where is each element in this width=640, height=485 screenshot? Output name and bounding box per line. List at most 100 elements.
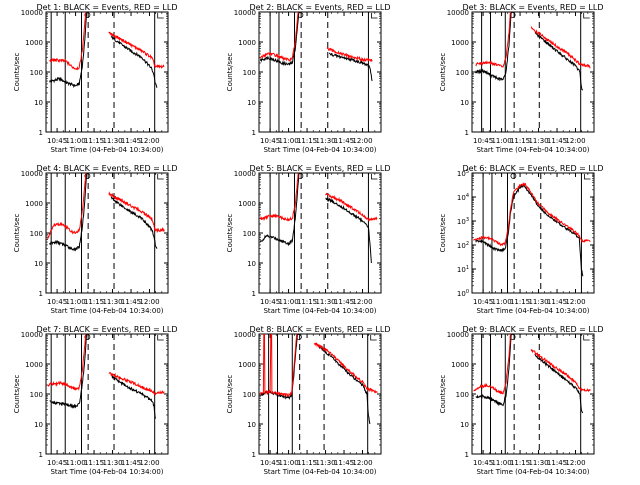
y-axis-label: Counts/sec (13, 214, 21, 253)
panel-det-3: Det 3: BLACK = Events, RED = LLD 1 10 100 10… (439, 3, 603, 154)
end-marker (157, 13, 164, 19)
y-axis-label: Counts/sec (439, 214, 447, 253)
series-events-line (110, 374, 156, 419)
panel-title: Det 1: BLACK = Events, RED = LLD (37, 3, 178, 12)
x-tick-label: 12:00 (352, 298, 372, 306)
panel-det-8: Det 8: BLACK = Events, RED = LLD 1 10 100 10… (226, 325, 390, 476)
panel-title: Det 3: BLACK = Events, RED = LLD (463, 3, 604, 12)
x-tick-label: 10:45 (47, 137, 67, 145)
y-tick-label: 10 (34, 260, 43, 268)
y-tick-label: 103 (457, 217, 469, 226)
y-tick-label: 10 (247, 260, 256, 268)
panel-det-6: Det 6: BLACK = Events, RED = LLD 100 101 10… (439, 164, 603, 315)
series-lld-line (108, 31, 165, 69)
x-axis-label: Start Time (04-Feb-04 10:34:00) (476, 468, 589, 476)
x-tick-label: 12:00 (139, 137, 159, 145)
x-axis-label: Start Time (04-Feb-04 10:34:00) (263, 307, 376, 315)
x-tick-label: 11:30 (315, 459, 335, 467)
plot-frame (258, 11, 382, 133)
series-events-line (534, 353, 584, 414)
y-axis-label: Counts/sec (13, 375, 21, 414)
series-lld-line (260, 173, 299, 222)
x-tick-label: 11:45 (121, 459, 141, 467)
y-tick-label: 100 (30, 391, 43, 399)
y-tick-label: 1 (465, 451, 469, 459)
series-events-line (325, 197, 372, 264)
x-axis-label: Start Time (04-Feb-04 10:34:00) (263, 146, 376, 154)
y-tick-label: 1 (465, 129, 469, 137)
x-tick-label: 11:30 (102, 298, 122, 306)
plot-frame (471, 172, 595, 294)
peak-marker (84, 12, 91, 18)
x-tick-label: 10:45 (473, 137, 493, 145)
y-tick-label: 10 (34, 421, 43, 429)
series-events-line (475, 12, 512, 82)
x-tick-label: 12:00 (565, 137, 585, 145)
y-tick-label: 10 (34, 99, 43, 107)
x-tick-label: 11:30 (528, 137, 548, 145)
y-axis-label: Counts/sec (13, 53, 21, 92)
x-tick-label: 12:00 (139, 298, 159, 306)
series-lld-line (47, 334, 87, 392)
x-tick-label: 11:15 (84, 298, 104, 306)
x-tick-label: 11:45 (547, 298, 567, 306)
x-tick-label: 11:45 (334, 137, 354, 145)
plot-frame (45, 172, 169, 294)
x-tick-label: 11:45 (547, 459, 567, 467)
series-lld-line (49, 12, 87, 71)
x-tick-label: 11:15 (84, 459, 104, 467)
y-tick-label: 100 (30, 69, 43, 77)
y-tick-label: 10 (460, 99, 469, 107)
y-axis-label: Counts/sec (439, 375, 447, 414)
x-tick-label: 11:45 (547, 137, 567, 145)
series-lld-line (325, 192, 378, 222)
series-events-line (475, 334, 512, 407)
y-tick-label: 10000 (234, 331, 256, 339)
y-tick-label: 102 (457, 241, 469, 250)
x-tick-label: 11:00 (65, 459, 85, 467)
panel-det-2: Det 2: BLACK = Events, RED = LLD 1 10 100 10… (226, 3, 390, 154)
y-tick-label: 1 (39, 451, 43, 459)
series-events-line (49, 334, 88, 409)
x-tick-label: 11:45 (121, 298, 141, 306)
series-lld-line (260, 12, 299, 62)
x-tick-label: 11:00 (65, 298, 85, 306)
series-events-line (49, 12, 88, 89)
y-tick-label: 10000 (21, 170, 43, 178)
y-tick-label: 10000 (447, 9, 469, 17)
y-tick-label: 10 (247, 99, 256, 107)
x-tick-label: 12:00 (565, 298, 585, 306)
y-tick-label: 104 (457, 193, 469, 202)
x-tick-label: 10:45 (260, 298, 280, 306)
x-tick-label: 11:30 (528, 459, 548, 467)
x-tick-label: 11:15 (510, 459, 530, 467)
panel-det-5: Det 5: BLACK = Events, RED = LLD 1 10 100 10… (226, 164, 390, 315)
y-tick-label: 100 (457, 289, 469, 298)
y-axis-label: Counts/sec (226, 53, 234, 92)
y-tick-label: 1000 (451, 39, 469, 47)
x-tick-label: 11:30 (315, 298, 335, 306)
series-events-line (110, 35, 158, 88)
panel-det-9: Det 9: BLACK = Events, RED = LLD 1 10 100 10… (439, 325, 603, 476)
x-tick-label: 11:00 (278, 298, 298, 306)
series-lld-line (108, 191, 165, 234)
x-tick-label: 10:45 (47, 459, 67, 467)
x-tick-label: 10:45 (473, 459, 493, 467)
y-tick-label: 100 (243, 69, 256, 77)
y-tick-label: 1000 (25, 361, 43, 369)
y-tick-label: 1 (252, 290, 256, 298)
end-marker (583, 335, 590, 341)
y-tick-label: 10 (247, 421, 256, 429)
panel-title: Det 7: BLACK = Events, RED = LLD (37, 325, 178, 334)
series-lld-line (108, 372, 165, 396)
end-marker (371, 13, 378, 19)
y-tick-label: 101 (457, 265, 469, 274)
x-axis-label: Start Time (04-Feb-04 10:34:00) (50, 468, 163, 476)
x-tick-label: 11:00 (491, 298, 511, 306)
series-lld-line (260, 334, 298, 397)
peak-marker (84, 173, 91, 179)
series-lld-line (473, 182, 591, 247)
end-marker (583, 13, 590, 19)
x-tick-label: 11:30 (315, 137, 335, 145)
series-events-line (49, 173, 88, 252)
